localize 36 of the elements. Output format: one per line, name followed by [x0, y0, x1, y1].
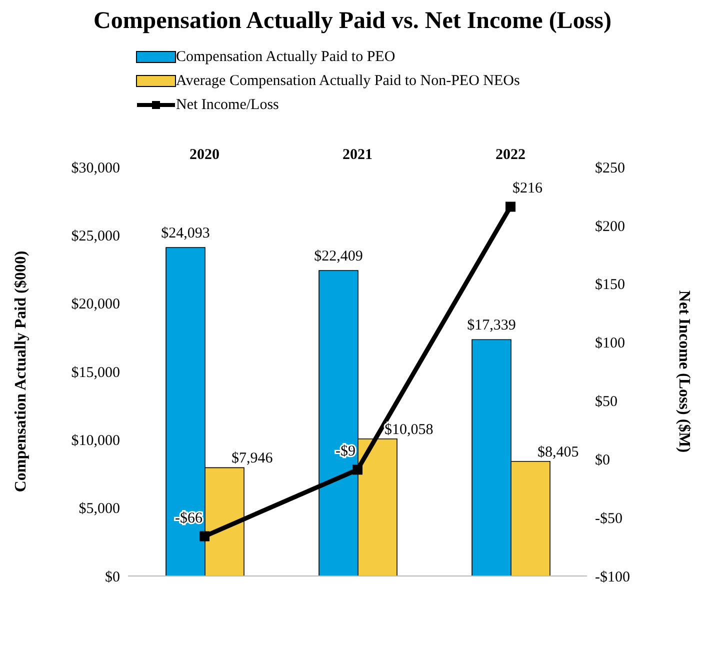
y2-tick-label: $50 — [595, 394, 618, 410]
y-tick-label: $20,000 — [71, 296, 120, 313]
data-label: -$9 — [336, 444, 356, 460]
data-label: -$66 — [175, 510, 203, 526]
y-tick-label: $15,000 — [71, 364, 120, 381]
y-tick-label: $10,000 — [71, 432, 120, 449]
y2-tick-label: -$50 — [595, 510, 622, 527]
point — [506, 202, 516, 212]
y-tick-label: $25,000 — [71, 228, 120, 244]
y2-tick-label: $0 — [595, 452, 610, 468]
legend-label: Compensation Actually Paid to PEO — [176, 48, 396, 67]
data-label: $8,405 — [538, 444, 579, 460]
y2-tick-label: -$100 — [595, 569, 630, 586]
point — [200, 531, 210, 542]
point — [352, 464, 362, 475]
data-label: $24,093 — [161, 226, 210, 242]
data-label: $22,409 — [314, 248, 363, 264]
y-tick-label: $30,000 — [71, 160, 120, 176]
data-label: $216 — [512, 180, 543, 197]
y-tick-label: $5,000 — [78, 501, 120, 518]
data-label: $7,946 — [232, 450, 274, 467]
chart-title: Compensation Actually Paid vs. Net Income (Loss) — [92, 8, 612, 35]
y2-tick-label: $150 — [595, 277, 625, 294]
x-tick-label: 2022 — [496, 147, 526, 163]
data-label: $17,339 — [467, 318, 516, 334]
y-axis-title: Compensation Actually Paid ($000) — [12, 250, 30, 492]
y2-tick-label: $100 — [595, 336, 625, 352]
x-tick-label: 2021 — [342, 147, 372, 163]
legend-label: Average Compensation Actually Paid to Non-PEO NEOs — [176, 72, 520, 91]
x-tick-label: 2020 — [190, 147, 220, 163]
y2-axis-title: Net Income (Loss) ($M) — [675, 290, 692, 453]
y2-tick-label: $200 — [595, 218, 625, 235]
data-label: $10,058 — [384, 422, 434, 438]
y-tick-label: $0 — [105, 569, 120, 586]
legend-label: Net Income/Loss — [176, 96, 279, 115]
y2-tick-label: $250 — [595, 160, 625, 176]
